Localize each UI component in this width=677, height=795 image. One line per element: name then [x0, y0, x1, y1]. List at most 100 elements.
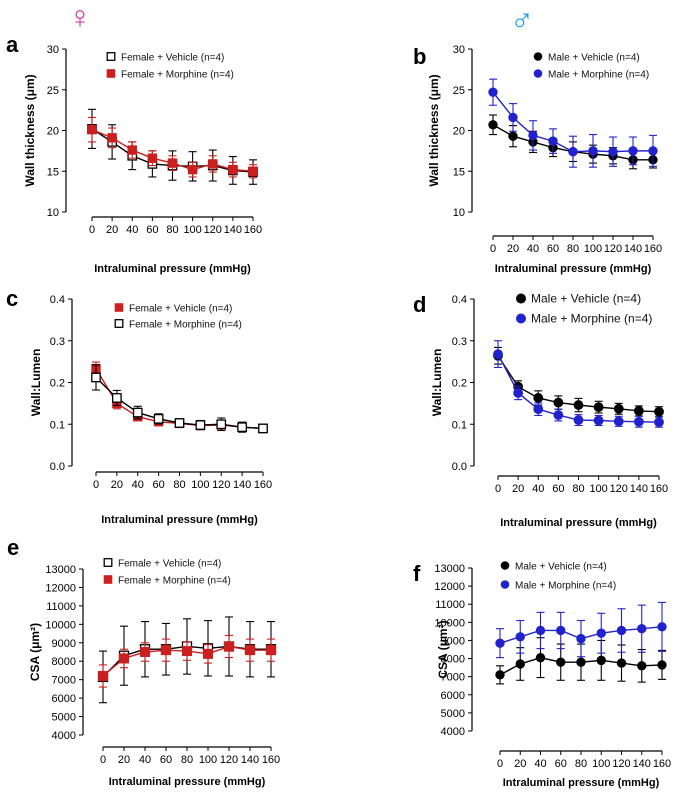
legend-entry: Male + Vehicle (n=4) [533, 52, 640, 64]
legend-entry: Female + Vehicle (n=4) [114, 303, 232, 315]
x-tick-label: 100 [191, 479, 209, 491]
x-tick-label: 20 [118, 754, 130, 766]
legend-marker [103, 558, 113, 567]
data-point [593, 402, 604, 413]
data-point [493, 349, 503, 360]
x-tick-label: 140 [224, 224, 242, 236]
x-tick-label: 80 [567, 243, 579, 255]
x-tick-label: 40 [527, 243, 539, 255]
legend-marker [106, 52, 116, 61]
y-tick-label: 4000 [52, 730, 76, 742]
y-tick-label: 4000 [441, 726, 465, 738]
y-axis-title: CSA (μm²) [436, 620, 450, 678]
x-tick-label: 100 [592, 758, 610, 770]
data-point [573, 400, 584, 410]
x-tick-label: 140 [630, 483, 648, 495]
data-point [576, 657, 586, 667]
x-tick-label: 20 [512, 483, 524, 495]
y-tick-label: 8000 [52, 656, 76, 668]
y-tick-label: 20 [47, 126, 59, 138]
data-point [495, 638, 505, 648]
x-tick-label: 160 [650, 483, 668, 495]
x-tick-label: 140 [241, 754, 259, 766]
series-2 [495, 601, 667, 659]
series-2 [91, 364, 268, 434]
x-tick-label: 160 [262, 754, 280, 766]
data-point [616, 658, 627, 668]
data-point [208, 159, 218, 169]
x-tick-label: 100 [183, 224, 201, 236]
y-tick-label: 0.4 [50, 294, 65, 306]
y-tick-label: 13000 [45, 564, 76, 576]
y-tick-label: 10 [47, 207, 59, 219]
x-tick-label: 0 [490, 243, 496, 255]
data-point [203, 648, 213, 659]
legend-entry: Female + Vehicle (n=4) [106, 52, 224, 64]
y-tick-label: 9000 [441, 635, 465, 647]
legend-entry: Male + Morphine (n=4) [516, 312, 652, 326]
data-point [87, 124, 97, 135]
data-point [127, 145, 137, 155]
x-tick-label: 160 [254, 479, 272, 491]
y-axis-title: Wall:Lumen [430, 349, 444, 417]
y-axis-title: Wall thickness (μm) [23, 74, 37, 186]
y-tick-label: 0.3 [452, 336, 467, 348]
series-2 [87, 116, 258, 179]
legend-label: Male + Vehicle (n=4) [531, 292, 641, 306]
legend-marker [106, 69, 116, 78]
data-point [228, 164, 238, 175]
y-tick-label: 30 [453, 44, 465, 56]
y-tick-label: 11000 [435, 599, 465, 611]
data-point [633, 416, 644, 427]
panel-label: a [6, 32, 19, 57]
y-tick-label: 9000 [52, 638, 76, 650]
data-point [174, 418, 185, 428]
x-tick-label: 20 [514, 758, 526, 770]
legend-marker [103, 575, 113, 584]
x-tick-label: 0 [497, 758, 503, 770]
y-tick-label: 10000 [45, 619, 76, 631]
y-tick-label: 6000 [52, 693, 76, 705]
x-tick-label: 100 [584, 243, 602, 255]
legend-label: Male + Morphine (n=4) [515, 581, 616, 592]
x-tick-label: 160 [244, 224, 262, 236]
x-tick-label: 120 [610, 483, 628, 495]
legend-entry: Female + Morphine (n=4) [114, 319, 242, 331]
data-point [637, 623, 647, 634]
panel-a: a 10 15 20 25 30 0 20 40 60 80 100 120 140 160 Intralum… [6, 32, 262, 275]
data-point [515, 659, 525, 669]
legend-marker [500, 561, 510, 570]
panel-label: e [7, 535, 19, 560]
panel-label: d [413, 292, 426, 317]
data-point [648, 146, 658, 156]
data-point [535, 625, 546, 636]
data-point [553, 410, 564, 420]
x-axis-title: Intraluminal pressure (mmHg) [503, 777, 660, 789]
legend-entry: Female + Morphine (n=4) [103, 575, 231, 587]
data-point [654, 406, 664, 417]
x-tick-label: 0 [89, 224, 95, 236]
legend-marker [533, 69, 543, 78]
legend-label: Male + Morphine (n=4) [548, 70, 649, 81]
y-axis-title: Wall:Lumen [29, 349, 43, 417]
series-1 [495, 637, 667, 685]
data-point [556, 625, 566, 636]
y-tick-label: 7000 [441, 672, 465, 684]
data-point [568, 146, 578, 157]
data-point [237, 422, 247, 433]
y-tick-label: 0.0 [50, 461, 65, 473]
legend-label: Female + Morphine (n=4) [129, 320, 242, 331]
x-tick-label: 40 [139, 754, 151, 766]
x-tick-label: 0 [100, 754, 106, 766]
y-tick-label: 8000 [441, 654, 465, 666]
y-tick-label: 25 [453, 85, 465, 97]
legend-marker [516, 313, 526, 324]
male-symbol: ♂ [510, 1, 534, 37]
data-point [608, 146, 618, 157]
x-tick-label: 20 [111, 479, 123, 491]
x-tick-label: 120 [612, 758, 630, 770]
legend-label: Female + Morphine (n=4) [118, 576, 231, 587]
x-tick-label: 40 [126, 224, 138, 236]
data-point [576, 633, 586, 644]
